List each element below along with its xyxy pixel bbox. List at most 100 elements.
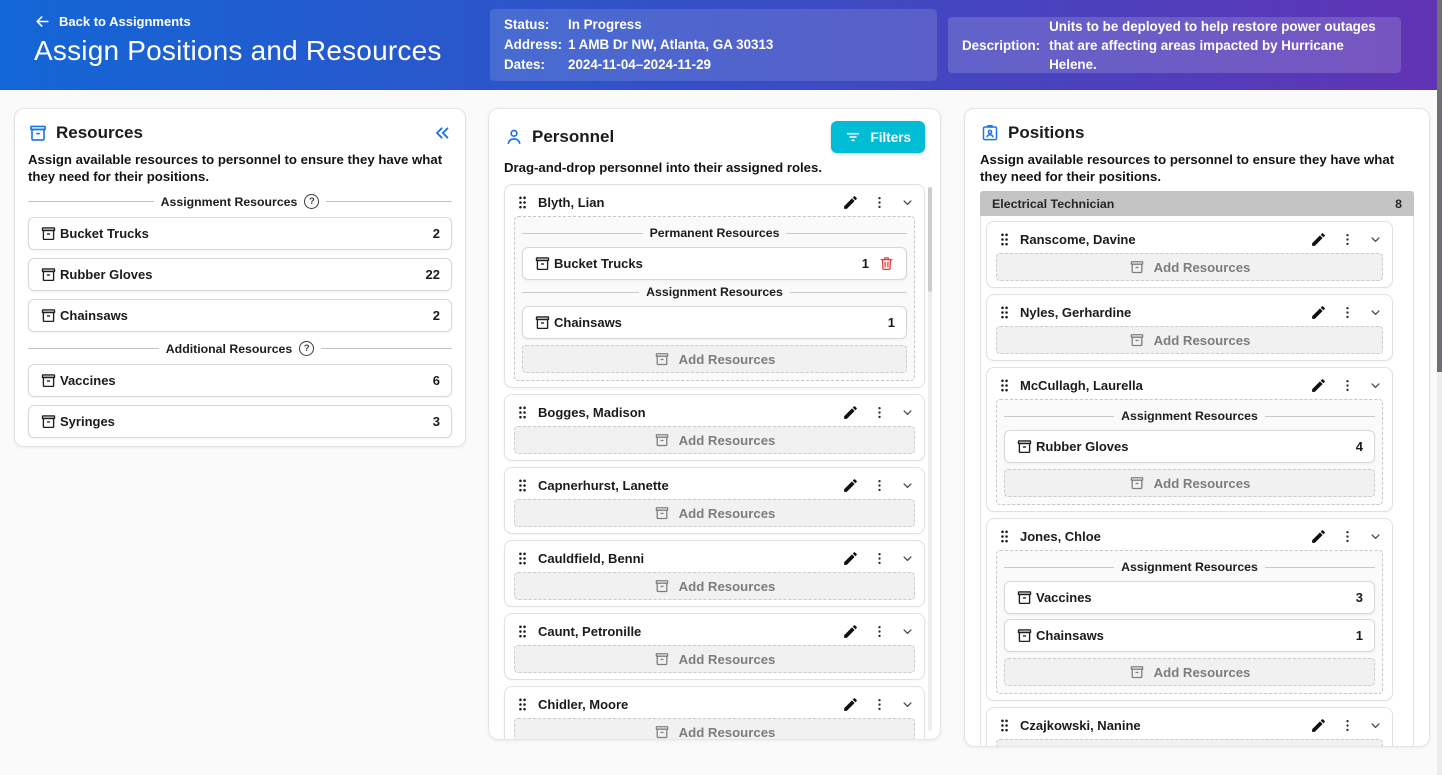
person-card: Chidler, Moore Add Resources xyxy=(504,686,925,739)
drag-handle-icon[interactable] xyxy=(514,696,531,713)
chevron-down-icon[interactable] xyxy=(1368,305,1383,320)
delete-resource-icon[interactable] xyxy=(878,255,895,272)
add-resources-button[interactable]: Add Resources xyxy=(514,645,915,674)
edit-icon[interactable] xyxy=(842,696,859,713)
filters-button[interactable]: Filters xyxy=(831,121,925,153)
back-link[interactable]: Back to Assignments xyxy=(34,13,442,30)
kebab-menu-icon[interactable] xyxy=(872,478,887,493)
person-resources-container: Add Resources xyxy=(514,572,915,601)
resource-name: Rubber Gloves xyxy=(1036,439,1129,455)
edit-icon[interactable] xyxy=(1310,528,1327,545)
add-resources-button[interactable]: Add Resources xyxy=(996,326,1383,355)
drag-handle-icon[interactable] xyxy=(514,623,531,640)
add-resources-button[interactable]: Add Resources xyxy=(514,572,915,601)
add-resources-label: Add Resources xyxy=(678,578,776,594)
edit-icon[interactable] xyxy=(1310,377,1327,394)
archive-box-icon xyxy=(40,307,57,324)
person-card: Bogges, Madison Add Resources xyxy=(504,394,925,462)
add-resources-button[interactable]: Add Resources xyxy=(996,253,1383,282)
edit-icon[interactable] xyxy=(842,623,859,640)
chevron-down-icon[interactable] xyxy=(900,405,915,420)
resource-row[interactable]: Vaccines 3 xyxy=(1004,581,1375,615)
chevron-down-icon[interactable] xyxy=(900,624,915,639)
kebab-menu-icon[interactable] xyxy=(872,405,887,420)
person-card: Capnerhurst, Lanette Add Resources xyxy=(504,467,925,535)
resource-row[interactable]: Chainsaws 1 xyxy=(522,306,907,340)
chevron-down-icon[interactable] xyxy=(1368,718,1383,733)
edit-icon[interactable] xyxy=(842,550,859,567)
position-group-header[interactable]: Electrical Technician 8 xyxy=(980,191,1414,217)
chevron-down-icon[interactable] xyxy=(1368,529,1383,544)
resource-row[interactable]: Syringes 3 xyxy=(28,405,452,439)
drag-handle-icon[interactable] xyxy=(514,404,531,421)
drag-handle-icon[interactable] xyxy=(996,304,1013,321)
add-resources-button[interactable]: Add Resources xyxy=(996,739,1383,746)
positions-panel: Positions Assign available resources to … xyxy=(964,108,1430,747)
resources-panel-subtitle: Assign available resources to personnel … xyxy=(28,152,443,185)
personnel-scrollbar-thumb[interactable] xyxy=(928,187,932,292)
person-resources-container: Add Resources xyxy=(996,253,1383,282)
chevron-down-icon[interactable] xyxy=(900,551,915,566)
page-scrollbar[interactable] xyxy=(1437,0,1442,775)
resource-count: 2 xyxy=(432,226,440,242)
kebab-menu-icon[interactable] xyxy=(1340,232,1355,247)
badge-icon xyxy=(980,123,1000,143)
personnel-scrollbar[interactable] xyxy=(928,187,932,731)
drag-handle-icon[interactable] xyxy=(996,717,1013,734)
person-name: Blyth, Lian xyxy=(538,194,605,210)
resource-row[interactable]: Rubber Gloves 22 xyxy=(28,258,452,292)
divider-line xyxy=(28,348,159,350)
resource-row[interactable]: Chainsaws 1 xyxy=(1004,619,1375,653)
drag-handle-icon[interactable] xyxy=(514,477,531,494)
add-resources-button[interactable]: Add Resources xyxy=(514,426,915,455)
add-resources-button[interactable]: Add Resources xyxy=(522,345,907,374)
description-label: Description: xyxy=(962,37,1041,53)
kebab-menu-icon[interactable] xyxy=(1340,718,1355,733)
kebab-menu-icon[interactable] xyxy=(872,195,887,210)
section-divider: Assignment Resources? xyxy=(28,194,452,210)
person-resources-container: Add Resources xyxy=(514,718,915,739)
resource-count: 6 xyxy=(432,373,440,389)
kebab-menu-icon[interactable] xyxy=(872,624,887,639)
edit-icon[interactable] xyxy=(842,194,859,211)
edit-icon[interactable] xyxy=(842,404,859,421)
chevron-down-icon[interactable] xyxy=(900,195,915,210)
resource-row[interactable]: Rubber Gloves 4 xyxy=(1004,430,1375,464)
collapse-panel-icon[interactable] xyxy=(432,123,452,143)
resource-row[interactable]: Vaccines 6 xyxy=(28,364,452,398)
kebab-menu-icon[interactable] xyxy=(1340,378,1355,393)
add-resources-button[interactable]: Add Resources xyxy=(514,718,915,739)
resource-row[interactable]: Chainsaws 2 xyxy=(28,299,452,333)
edit-icon[interactable] xyxy=(1310,304,1327,321)
kebab-menu-icon[interactable] xyxy=(1340,305,1355,320)
add-resources-button[interactable]: Add Resources xyxy=(1004,658,1375,687)
help-icon[interactable]: ? xyxy=(304,194,320,210)
kebab-menu-icon[interactable] xyxy=(1340,529,1355,544)
drag-handle-icon[interactable] xyxy=(514,194,531,211)
drag-handle-icon[interactable] xyxy=(996,377,1013,394)
add-resources-button[interactable]: Add Resources xyxy=(1004,469,1375,498)
person-card: Blyth, Lian Permanent Resources Bucket Tru… xyxy=(504,184,925,389)
page-scrollbar-thumb[interactable] xyxy=(1437,0,1442,372)
resources-panel: Resources Assign available resources to … xyxy=(14,108,466,447)
divider-line xyxy=(326,201,452,203)
drag-handle-icon[interactable] xyxy=(996,528,1013,545)
edit-icon[interactable] xyxy=(842,477,859,494)
edit-icon[interactable] xyxy=(1310,231,1327,248)
chevron-down-icon[interactable] xyxy=(900,478,915,493)
edit-icon[interactable] xyxy=(1310,717,1327,734)
resource-count: 4 xyxy=(1355,439,1363,455)
personnel-panel-title: Personnel xyxy=(532,127,615,146)
drag-handle-icon[interactable] xyxy=(996,231,1013,248)
kebab-menu-icon[interactable] xyxy=(872,551,887,566)
chevron-down-icon[interactable] xyxy=(900,697,915,712)
chevron-down-icon[interactable] xyxy=(1368,378,1383,393)
resource-row[interactable]: Bucket Trucks 1 xyxy=(522,247,907,281)
help-icon[interactable]: ? xyxy=(299,341,315,357)
add-resources-button[interactable]: Add Resources xyxy=(514,499,915,528)
resource-row[interactable]: Bucket Trucks 2 xyxy=(28,217,452,251)
drag-handle-icon[interactable] xyxy=(514,550,531,567)
chevron-down-icon[interactable] xyxy=(1368,232,1383,247)
person-card: Caunt, Petronille Add Resources xyxy=(504,613,925,681)
kebab-menu-icon[interactable] xyxy=(872,697,887,712)
